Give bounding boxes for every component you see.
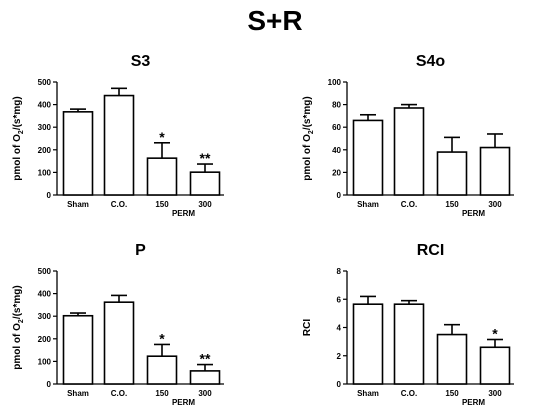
y-tick-label: 100 (328, 78, 342, 87)
bar-150 (146, 157, 178, 196)
bar-150 (146, 355, 178, 385)
x-tick-label: 300 (488, 200, 502, 209)
y-tick-label: 400 (38, 290, 52, 299)
x-tick-label: C.O. (401, 389, 417, 398)
x-tick-label: 150 (155, 389, 169, 398)
y-axis-label-subscript: 2 (18, 319, 25, 323)
x-tick-label: Sham (67, 389, 89, 398)
bar-C.O. (103, 301, 135, 385)
bar-300 (479, 146, 511, 196)
x-tick-label: C.O. (111, 200, 127, 209)
bar-300 (189, 171, 221, 196)
y-tick-label: 500 (38, 267, 52, 276)
x-axis-label: PERM (462, 398, 485, 407)
x-axis-label: PERM (172, 398, 195, 407)
y-tick-label: 200 (38, 146, 52, 155)
y-tick-label: 6 (337, 295, 342, 304)
significance-marker: * (159, 330, 165, 346)
figure-title: S+R (247, 5, 302, 36)
significance-marker: * (492, 326, 498, 342)
bar-300 (189, 370, 221, 385)
y-tick-label: 60 (332, 123, 341, 132)
y-tick-label: 4 (337, 324, 342, 333)
x-tick-label: Sham (67, 200, 89, 209)
y-tick-label: 200 (38, 335, 52, 344)
y-axis-label-subscript: 2 (18, 130, 25, 134)
bar-Sham (352, 119, 384, 196)
y-tick-label: 2 (337, 352, 342, 361)
x-tick-label: 300 (198, 389, 212, 398)
x-axis-label: PERM (462, 209, 485, 218)
y-tick-label: 80 (332, 101, 341, 110)
bar-150 (436, 333, 468, 385)
y-tick-label: 20 (332, 168, 341, 177)
x-tick-label: 150 (445, 389, 459, 398)
bar-C.O. (393, 107, 425, 196)
x-tick-label: 300 (198, 200, 212, 209)
y-tick-label: 0 (47, 380, 52, 389)
y-axis-label-subscript: 2 (308, 130, 315, 134)
bar-C.O. (103, 94, 135, 196)
y-tick-label: 500 (38, 78, 52, 87)
y-axis-label-main: pmol of O (302, 134, 313, 181)
chart-2: S4o 0 20 40 60 80 100 pmol of O2/(s*mg) Sham C.O.… (302, 53, 514, 218)
bar-150 (436, 151, 468, 196)
x-tick-label: C.O. (401, 200, 417, 209)
y-tick-label: 300 (38, 312, 52, 321)
y-axis-label-main: RCI (302, 319, 313, 336)
y-tick-label: 0 (337, 380, 342, 389)
bar-Sham (62, 314, 94, 385)
y-tick-label: 8 (337, 267, 342, 276)
y-axis-label: pmol of O2/(s*mg) (12, 285, 25, 369)
chart-title: S3 (131, 53, 151, 70)
y-tick-label: 0 (337, 191, 342, 200)
chart-3: P 0 100 200 300 400 500 pmol of O2/(s*mg) Sham C.… (12, 242, 224, 407)
x-tick-label: 300 (488, 389, 502, 398)
chart-title: S4o (416, 53, 446, 70)
x-axis-label: PERM (172, 209, 195, 218)
significance-marker: ** (200, 351, 211, 367)
y-tick-label: 400 (38, 101, 52, 110)
y-tick-label: 300 (38, 123, 52, 132)
x-tick-label: Sham (357, 389, 379, 398)
bar-Sham (352, 303, 384, 385)
bar-Sham (62, 111, 94, 196)
y-tick-label: 0 (47, 191, 52, 200)
y-axis-label-main: pmol of O (12, 323, 23, 370)
bar-C.O. (393, 303, 425, 385)
significance-marker: ** (200, 150, 211, 166)
x-tick-label: 150 (155, 200, 169, 209)
significance-marker: * (159, 129, 165, 145)
x-tick-label: Sham (357, 200, 379, 209)
y-tick-label: 100 (38, 357, 52, 366)
x-tick-label: C.O. (111, 389, 127, 398)
y-axis-label: pmol of O2/(s*mg) (12, 96, 25, 180)
chart-title: RCI (417, 242, 445, 259)
y-axis-label-tail: /(s*mg) (12, 285, 23, 319)
y-tick-label: 100 (38, 168, 52, 177)
y-axis-label-main: pmol of O (12, 134, 23, 181)
bar-300 (479, 346, 511, 385)
x-tick-label: 150 (445, 200, 459, 209)
chart-title: P (135, 242, 146, 259)
chart-1: S3 0 100 200 300 400 500 pmol of O2/(s*mg) Sham C… (12, 53, 224, 218)
y-axis-label-tail: /(s*mg) (302, 96, 313, 130)
y-axis-label: pmol of O2/(s*mg) (302, 96, 315, 180)
y-tick-label: 40 (332, 146, 341, 155)
y-axis-label: RCI (302, 319, 313, 336)
y-axis-label-tail: /(s*mg) (12, 96, 23, 130)
